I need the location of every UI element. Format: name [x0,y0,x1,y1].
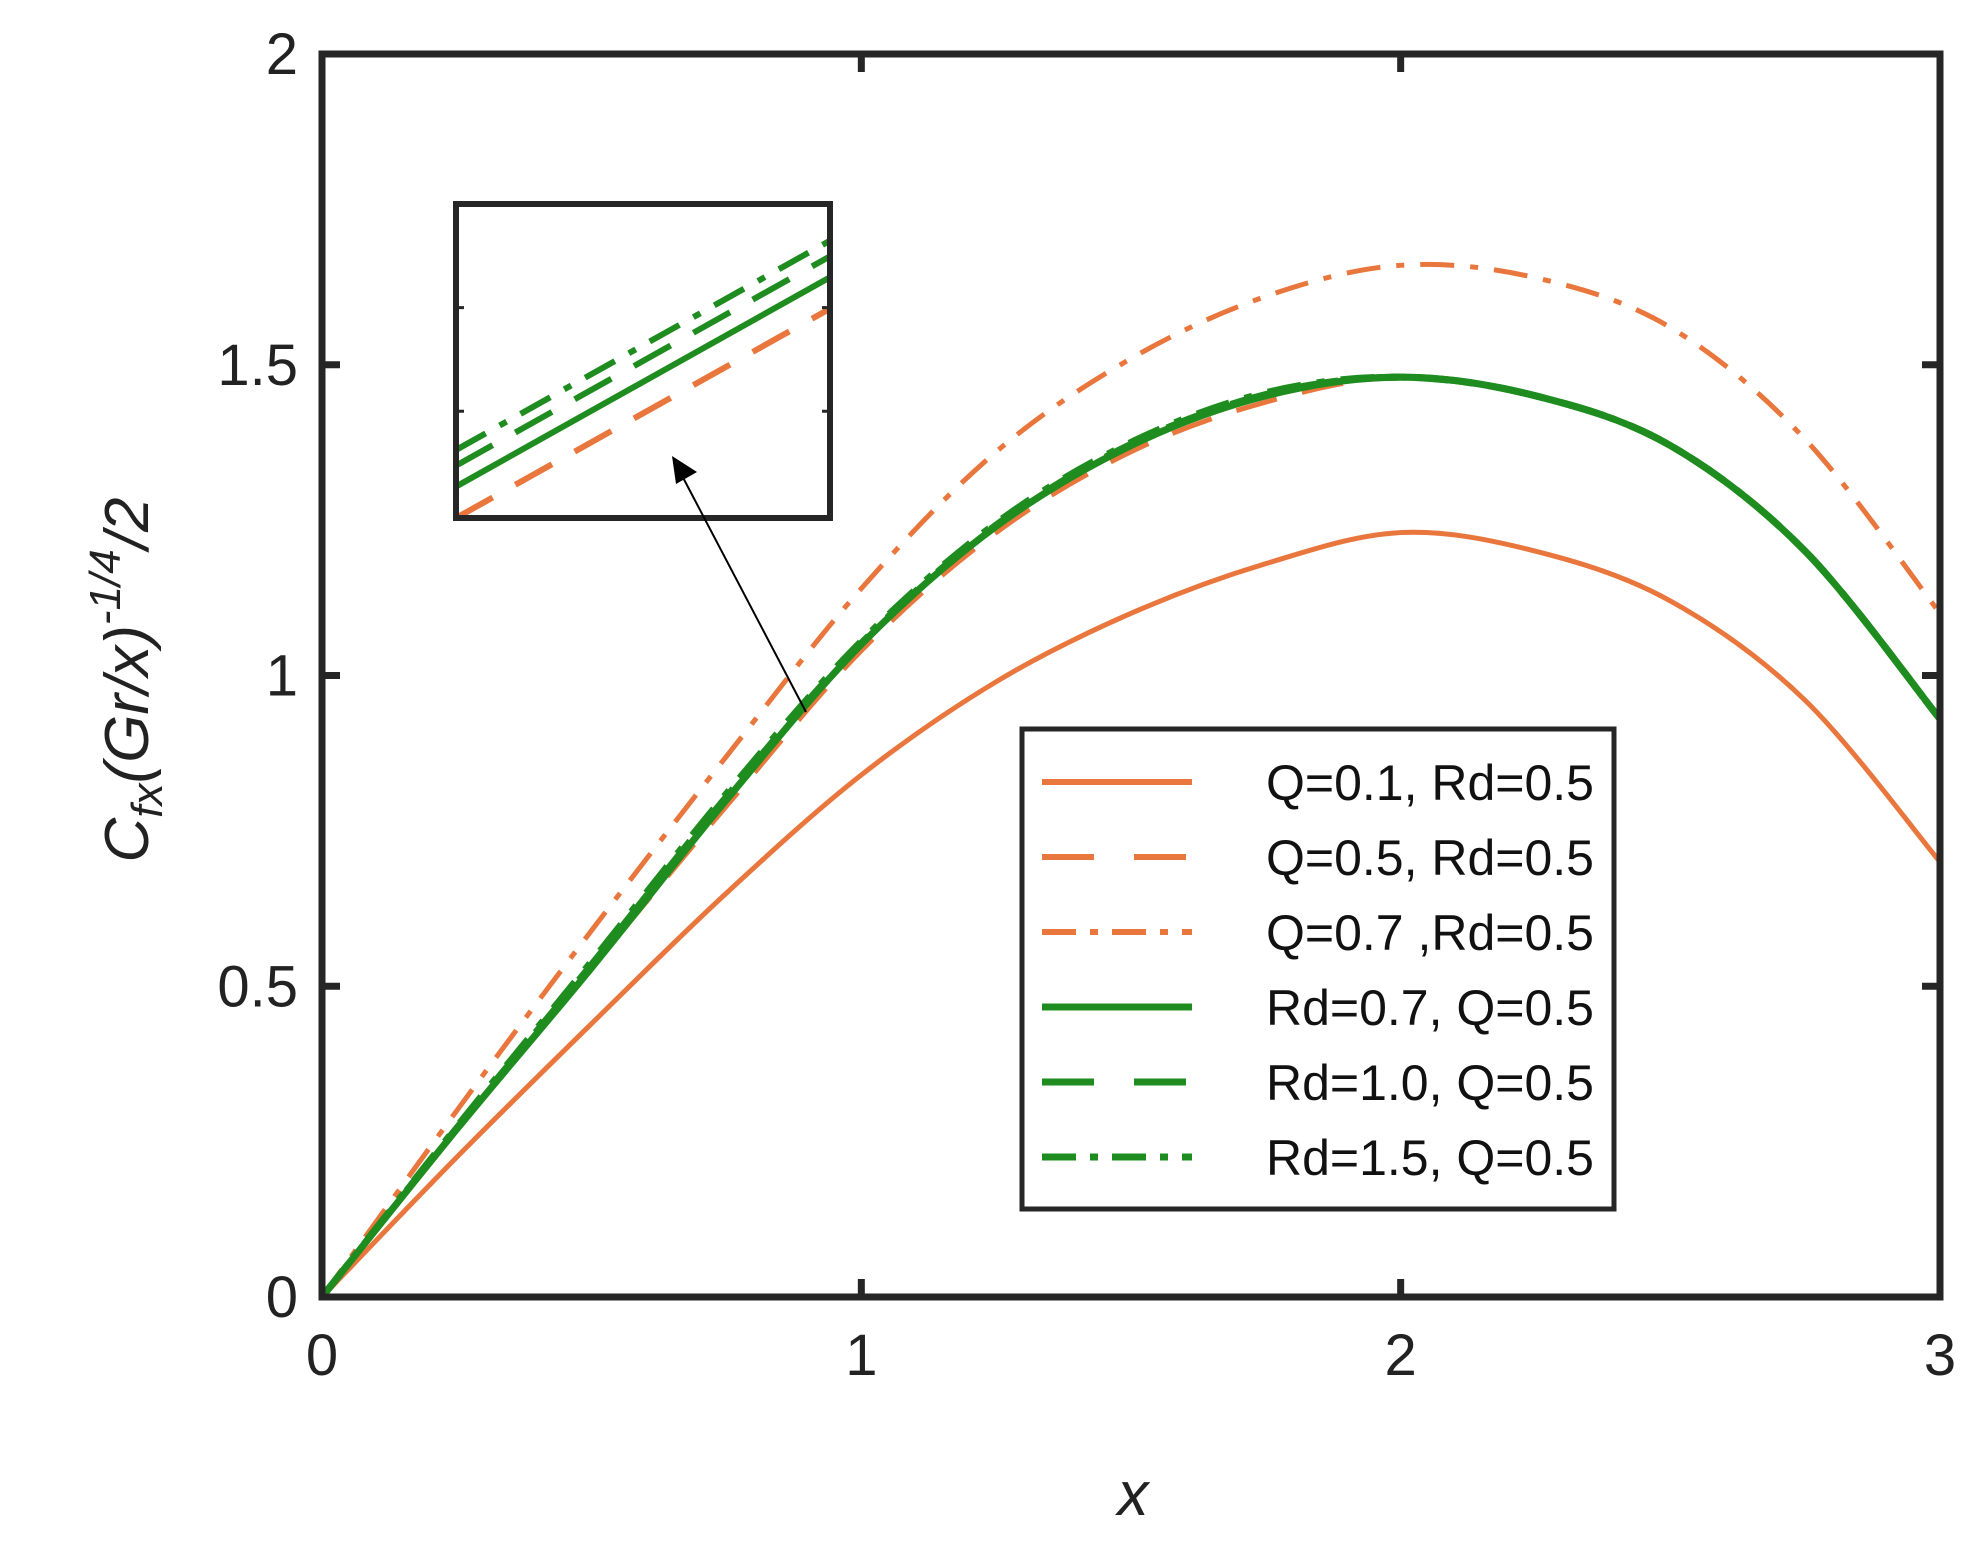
y-axis-label: Cfx(Gr/x)-1/4/2 [81,498,172,863]
series-line-3 [319,261,1942,1299]
series-line-1 [320,529,1942,1299]
inset-series-line-2 [456,306,830,518]
zoom-arrow [672,456,807,713]
y-label-sup: -1/4 [81,549,130,625]
inset-series-line-4 [456,274,830,490]
legend-box [1019,726,1617,1212]
legend-label-3: Q=0.7 ,Rd=0.5 [1266,905,1594,961]
y-label-sub: fx [123,781,172,817]
y-label-tail: /2 [93,498,162,554]
legend-label-1: Q=0.1, Rd=0.5 [1266,755,1594,811]
y-label-mid: (Gr/x) [93,625,162,783]
x-tick-label: 3 [1924,1323,1956,1388]
x-axis-label: x [1115,1460,1151,1529]
x-tick-label: 2 [1385,1323,1417,1388]
legend-label-2: Q=0.5, Rd=0.5 [1266,830,1594,886]
series-line-5 [319,373,1943,1300]
inset-border [453,201,833,521]
x-tick-label: 1 [845,1323,877,1388]
inset-zoom [453,201,833,521]
inset-lines [456,238,830,518]
y-tick-label: 1 [266,644,298,709]
legend-label-6: Rd=1.5, Q=0.5 [1266,1130,1594,1186]
series-line-4 [319,373,1943,1300]
y-tick-label: 0.5 [217,954,298,1019]
inset-series-line-5 [456,253,830,469]
axes: 0 1 2 3 0 0.5 1 1.5 2 [217,22,1956,1388]
legend: Q=0.1, Rd=0.5 Q=0.5, Rd=0.5 Q=0.7 ,Rd=0.5 R… [1019,726,1617,1212]
y-tick-label: 1.5 [217,333,298,398]
plot-area [319,261,1943,1300]
legend-label-4: Rd=0.7, Q=0.5 [1266,980,1594,1036]
x-tick-label: 0 [306,1323,338,1388]
y-label-base: C [93,816,162,862]
legend-label-5: Rd=1.0, Q=0.5 [1266,1055,1594,1111]
y-tick-label: 0 [266,1265,298,1330]
y-tick-label: 2 [266,22,298,87]
